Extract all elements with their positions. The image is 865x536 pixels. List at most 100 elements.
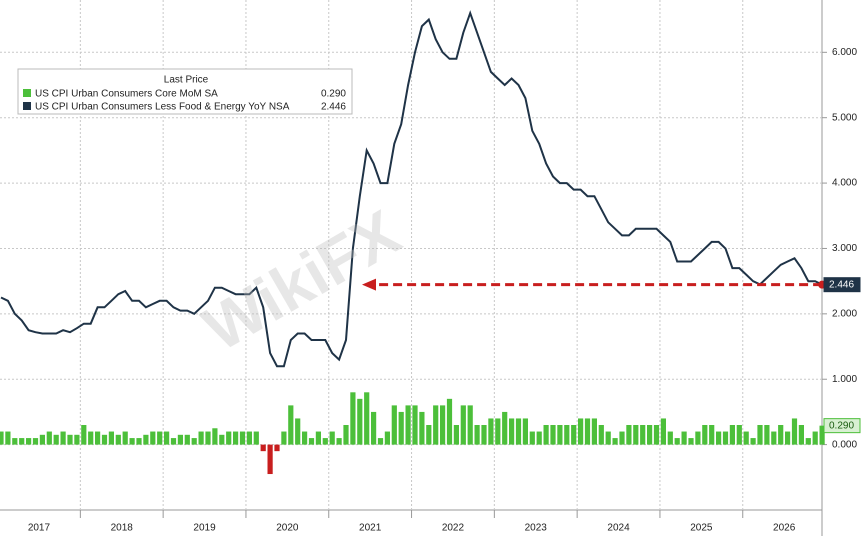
bar bbox=[722, 431, 729, 445]
bar bbox=[509, 418, 515, 445]
bar bbox=[95, 431, 101, 445]
bar bbox=[716, 431, 722, 445]
bar bbox=[819, 425, 825, 445]
bar bbox=[764, 425, 770, 445]
bar bbox=[578, 418, 584, 445]
x-tick-label: 2023 bbox=[525, 523, 548, 534]
bar bbox=[550, 425, 556, 445]
bar bbox=[308, 438, 315, 445]
bar bbox=[19, 438, 25, 445]
bar bbox=[46, 431, 52, 445]
bar bbox=[398, 411, 404, 445]
bar bbox=[633, 425, 639, 445]
y-tick-label: 0.000 bbox=[832, 439, 857, 450]
bar bbox=[288, 405, 294, 445]
bar bbox=[474, 425, 480, 445]
bar bbox=[502, 411, 508, 445]
bar bbox=[653, 425, 660, 445]
bar bbox=[391, 405, 397, 445]
bar bbox=[136, 438, 142, 445]
bar bbox=[488, 418, 494, 445]
bar bbox=[350, 392, 356, 445]
bar bbox=[481, 425, 487, 445]
bar bbox=[239, 431, 246, 445]
legend-label: US CPI Urban Consumers Core MoM SA bbox=[35, 89, 218, 100]
x-tick-label: 2021 bbox=[359, 523, 382, 534]
bar bbox=[384, 431, 390, 445]
bar bbox=[0, 431, 4, 445]
y-tick-label: 3.000 bbox=[832, 243, 857, 254]
bar bbox=[584, 418, 591, 445]
bar bbox=[364, 392, 370, 445]
bar bbox=[412, 405, 418, 445]
y-tick-label: 4.000 bbox=[832, 178, 857, 189]
bar bbox=[785, 431, 791, 445]
bar bbox=[605, 431, 611, 445]
bar bbox=[74, 434, 80, 445]
bar bbox=[336, 438, 342, 445]
bar bbox=[709, 425, 715, 445]
arrow-head bbox=[362, 278, 376, 291]
line bbox=[0, 10, 823, 368]
bar bbox=[115, 434, 121, 445]
bar bbox=[274, 444, 280, 452]
bar bbox=[681, 431, 687, 445]
y-tick-label: 6.000 bbox=[832, 47, 857, 58]
bar bbox=[536, 431, 542, 445]
bar bbox=[170, 438, 177, 445]
bar bbox=[101, 434, 108, 445]
bar bbox=[377, 438, 384, 445]
bar bbox=[5, 431, 11, 445]
bar bbox=[591, 418, 597, 445]
bar bbox=[598, 425, 604, 445]
bar bbox=[495, 418, 501, 445]
bar bbox=[446, 398, 453, 445]
bar bbox=[267, 444, 273, 475]
bar bbox=[426, 425, 432, 445]
bar bbox=[53, 434, 59, 445]
bar bbox=[150, 431, 156, 445]
bar bbox=[329, 431, 335, 445]
x-tick-label: 2026 bbox=[773, 523, 796, 534]
bar bbox=[702, 425, 708, 445]
bar bbox=[246, 431, 252, 445]
bar bbox=[440, 405, 446, 445]
bar bbox=[564, 425, 570, 445]
bar bbox=[343, 425, 349, 445]
bar bbox=[260, 444, 266, 452]
legend-label: US CPI Urban Consumers Less Food & Energ… bbox=[35, 102, 290, 113]
bar bbox=[433, 405, 439, 445]
y-tick-label: 5.000 bbox=[832, 112, 857, 123]
bar bbox=[612, 438, 618, 445]
bar bbox=[736, 425, 742, 445]
y-tick-label: 1.000 bbox=[832, 374, 857, 385]
bar bbox=[205, 431, 211, 445]
bar bbox=[357, 398, 363, 445]
bar bbox=[640, 425, 646, 445]
bar bbox=[667, 431, 673, 445]
bar bbox=[281, 431, 287, 445]
bar bbox=[557, 425, 563, 445]
last-price-label: 2.446 bbox=[829, 279, 854, 290]
bar bbox=[543, 425, 549, 445]
bar bbox=[164, 431, 170, 445]
y-tick-label: 2.000 bbox=[832, 308, 857, 319]
bar bbox=[798, 425, 804, 445]
bar bbox=[26, 438, 32, 445]
bar bbox=[778, 425, 784, 445]
bar bbox=[729, 425, 735, 445]
bar bbox=[647, 425, 653, 445]
bar bbox=[460, 405, 466, 445]
bar bbox=[771, 431, 777, 445]
bar bbox=[32, 438, 39, 445]
bar bbox=[67, 434, 73, 445]
legend-box bbox=[17, 68, 353, 115]
bar bbox=[467, 405, 473, 445]
bar bbox=[750, 438, 756, 445]
bar bbox=[88, 431, 94, 445]
legend: Last Price US CPI Urban Consumers Core M… bbox=[17, 68, 353, 115]
bar bbox=[60, 431, 66, 445]
bar bbox=[12, 438, 18, 445]
